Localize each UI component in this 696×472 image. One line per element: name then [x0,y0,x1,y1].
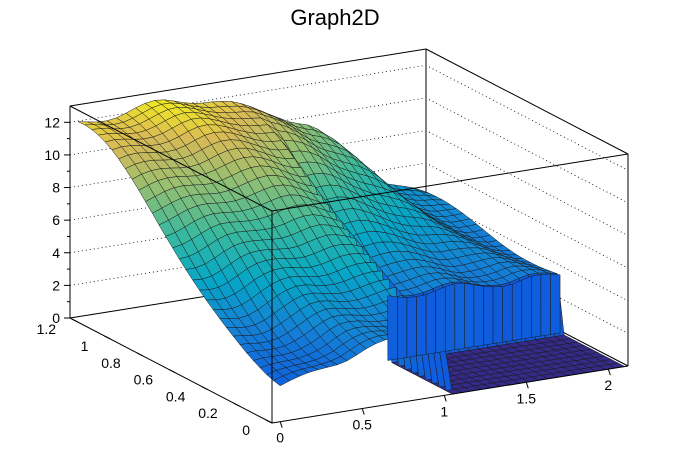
x-tick-label: 1 [440,403,448,419]
y-tick [71,318,79,323]
y-tick [265,419,273,424]
surface-wall [473,284,484,348]
y-tick-label: 0.6 [134,372,154,388]
y-tick-label: 1.2 [37,321,57,337]
frame-edge [271,153,629,212]
surface-wall [406,296,417,358]
y-tick [136,352,143,357]
y-tick [168,369,176,374]
y-tick-label: 0 [242,422,250,438]
x-tick-label: 0 [276,430,284,446]
surface-wall [425,290,436,355]
surface-wall [511,279,523,341]
surface-wall [483,286,494,346]
y-tick [104,335,111,340]
x-tick [607,368,611,376]
surface-wall [416,294,427,357]
surface-wall [444,283,456,352]
x-axis-line [271,365,629,424]
y-tick-label: 1 [81,338,89,354]
frame-edge [69,48,427,107]
surface-mesh [78,99,626,395]
y-tick-label: 0.2 [198,405,218,421]
z-tick-label: 6 [52,212,60,228]
x-tick [443,395,447,402]
z-tick-label: 12 [44,114,60,130]
y-tick-label: 0.4 [166,388,186,404]
surface-wall [521,276,532,340]
front-frame [69,105,629,424]
x-tick [525,382,529,389]
z-tick-label: 0 [52,310,60,326]
y-tick-label: 0.8 [101,355,121,371]
surface-wall [531,274,542,338]
surface-wall [435,286,446,354]
surface-wall [387,295,398,361]
z-tick-label: 8 [52,180,60,196]
z-tick-label: 2 [52,277,60,293]
x-tick-label: 2 [604,377,612,393]
z-tick-label: 4 [52,245,60,261]
surface-wall [464,282,475,349]
y-tick [201,385,208,390]
frame-edge [425,48,629,155]
x-tick [279,421,283,428]
surface-wall [540,273,551,337]
chart-title: Graph2D [290,5,379,30]
x-tick-label: 0.5 [352,417,372,433]
surface-wall [454,282,465,351]
x-tick-label: 1.5 [517,390,537,406]
surface-wall [502,283,513,343]
frame-edge [69,105,273,212]
y-tick [233,402,240,407]
surface-wall [550,273,561,335]
surface-wall [397,296,408,360]
z-tick-label: 10 [44,147,60,163]
surface-wall [492,286,503,344]
x-tick [361,408,365,415]
